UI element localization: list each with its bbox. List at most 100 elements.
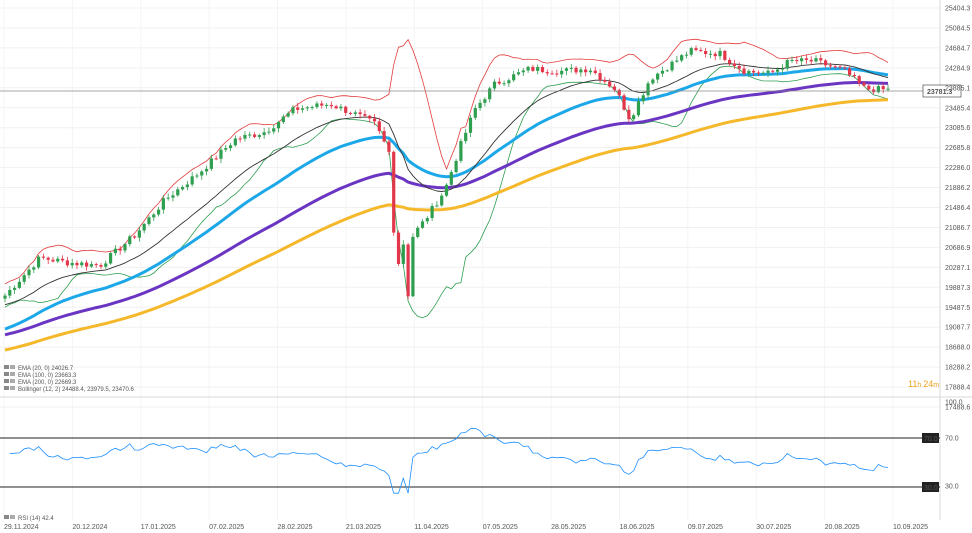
candle-body bbox=[708, 53, 713, 55]
price-tick-label: 24684.7 bbox=[945, 45, 970, 52]
candle-body bbox=[204, 168, 209, 172]
legend-row-bollinger[interactable]: Bollinger (12, 2) 24488.4, 23979.5, 2347… bbox=[4, 386, 134, 393]
candle-body bbox=[142, 223, 146, 231]
legend-row-ema200[interactable]: EMA (200, 0) 22669.3 bbox=[4, 379, 77, 386]
candle-body bbox=[483, 99, 487, 103]
candle-body bbox=[732, 63, 737, 66]
legend-eye-icon[interactable] bbox=[10, 379, 15, 383]
date-tick-label: 28.05.2025 bbox=[551, 524, 586, 531]
legend-eye-icon[interactable] bbox=[10, 386, 15, 390]
candle-body bbox=[171, 195, 175, 198]
candle-body bbox=[3, 295, 7, 299]
candle-body bbox=[75, 262, 79, 266]
candle-body bbox=[41, 256, 45, 258]
candle-body bbox=[507, 80, 511, 84]
candle-body bbox=[723, 50, 727, 60]
candle-body bbox=[233, 138, 237, 146]
candle-body bbox=[497, 81, 501, 84]
candle-body bbox=[324, 104, 329, 106]
rsi-upper-level-marker bbox=[922, 433, 939, 443]
candle-body bbox=[128, 236, 132, 245]
candle-body bbox=[886, 88, 890, 90]
candle-body bbox=[512, 74, 516, 81]
candle-body bbox=[166, 197, 170, 199]
legend-params: (200, 0) bbox=[32, 380, 53, 386]
candle-body bbox=[118, 248, 122, 251]
date-tick-label: 21.03.2025 bbox=[346, 524, 381, 531]
candle-body bbox=[660, 70, 665, 74]
candle-body bbox=[113, 248, 117, 254]
rsi-legend[interactable]: RSI (14) 42.4 bbox=[4, 515, 54, 522]
candle-body bbox=[804, 58, 809, 60]
candle-body bbox=[348, 112, 353, 114]
candle-body bbox=[387, 141, 391, 152]
candle-body bbox=[444, 184, 449, 196]
candle-body bbox=[713, 53, 717, 57]
legend-eye-icon[interactable] bbox=[10, 365, 15, 369]
date-tick-label: 17.01.2025 bbox=[141, 524, 176, 531]
price-tick-label: 23485.4 bbox=[945, 105, 970, 112]
timer-h-unit: h bbox=[917, 382, 921, 389]
candle-body bbox=[540, 67, 545, 73]
candle-body bbox=[579, 69, 583, 73]
candle-body bbox=[800, 58, 804, 62]
candle-body bbox=[257, 135, 261, 137]
legend-chip-icon bbox=[4, 365, 9, 369]
candle-body bbox=[617, 89, 621, 96]
legend-eye-icon[interactable] bbox=[10, 372, 15, 376]
candle-body bbox=[536, 67, 540, 71]
legend-row-ema20[interactable]: EMA (20, 0) 24026.7 bbox=[4, 365, 74, 372]
price-tick-label: 21486.4 bbox=[945, 205, 970, 212]
candle-body bbox=[776, 69, 780, 72]
rsi-lower-level-marker bbox=[922, 482, 939, 492]
candle-body bbox=[156, 209, 161, 215]
legend-row-ema100[interactable]: EMA (100, 0) 23663.3 bbox=[4, 372, 77, 379]
svg-text:EMA (200, 0) 2: EMA (200, 0) 22669.3 bbox=[18, 380, 77, 386]
date-tick-label: 20.08.2025 bbox=[825, 524, 860, 531]
price-tick-label: 22286.0 bbox=[945, 165, 970, 172]
candle-body bbox=[857, 76, 861, 83]
candle-body bbox=[147, 217, 151, 224]
candle-body bbox=[665, 70, 669, 72]
candle-body bbox=[747, 70, 751, 74]
date-tick-label: 07.02.2025 bbox=[209, 524, 244, 531]
candle-body bbox=[32, 267, 36, 270]
candle-body bbox=[838, 66, 842, 68]
candle-body bbox=[564, 68, 569, 71]
candle-body bbox=[603, 79, 607, 82]
candle-body bbox=[94, 264, 98, 266]
legend-name: EMA bbox=[18, 366, 31, 372]
price-tick-label: 17488.6 bbox=[945, 405, 970, 412]
legend-name: EMA bbox=[18, 373, 31, 379]
candle-body bbox=[190, 176, 194, 185]
date-tick-label: 11.04.2025 bbox=[414, 524, 449, 531]
rsi-levels: 70.0 30.0 bbox=[0, 433, 940, 492]
candle-body bbox=[300, 108, 305, 110]
candle-body bbox=[214, 158, 218, 160]
rsi-tick-label: 30.0 bbox=[945, 484, 959, 491]
candle-body bbox=[780, 68, 785, 70]
candle-body bbox=[502, 83, 506, 85]
candle-body bbox=[689, 48, 693, 55]
candle-body bbox=[185, 184, 189, 188]
last-price-label: 23781.3 bbox=[927, 89, 952, 96]
candle-body bbox=[243, 134, 247, 139]
candle-body bbox=[608, 81, 612, 87]
candle-body bbox=[276, 122, 281, 129]
candle-body bbox=[464, 132, 468, 142]
candle-body bbox=[286, 113, 290, 117]
legend-name: EMA bbox=[18, 380, 31, 386]
price-tick-label: 19087.7 bbox=[945, 325, 970, 332]
candle-body bbox=[281, 116, 285, 123]
candle-body bbox=[459, 141, 463, 161]
candle-body bbox=[12, 287, 17, 290]
candle-body bbox=[588, 70, 593, 73]
date-tick-label: 28.02.2025 bbox=[278, 524, 313, 531]
price-tick-label: 21086.7 bbox=[945, 225, 970, 232]
candle-body bbox=[852, 74, 857, 77]
price-tick-label: 20287.1 bbox=[945, 265, 970, 272]
legend-params: (12, 2) bbox=[43, 387, 60, 393]
candle-body bbox=[305, 107, 309, 109]
legend-chip-icon bbox=[4, 386, 9, 390]
legend-eye-icon[interactable] bbox=[10, 515, 15, 519]
